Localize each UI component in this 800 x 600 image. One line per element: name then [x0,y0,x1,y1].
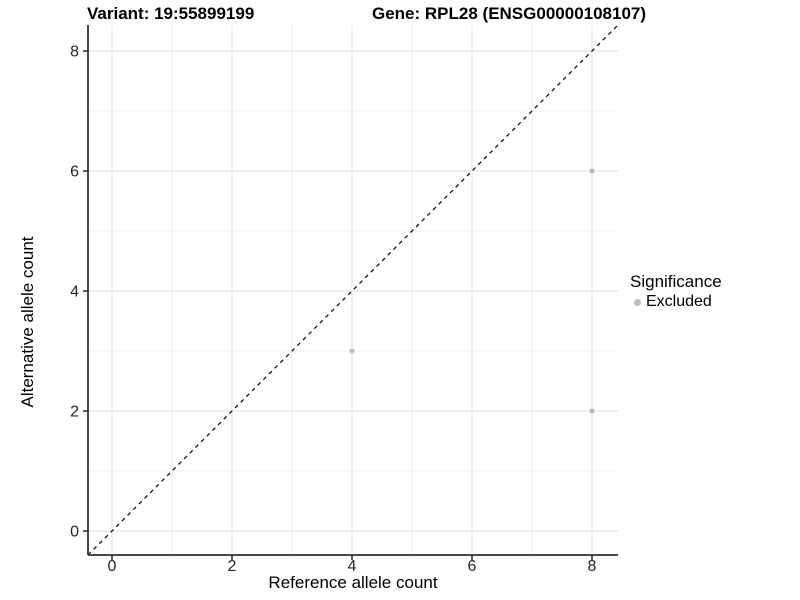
x-tick-label: 4 [348,558,357,575]
y-tick-label: 6 [70,164,79,181]
identity-line [87,24,619,556]
data-point [589,408,595,414]
x-tick-label: 0 [108,558,117,575]
data-point [349,348,355,354]
legend: Significance Excluded [630,272,722,311]
y-tick-label: 2 [70,404,79,421]
y-tick-label: 0 [70,524,79,541]
x-tick-label: 2 [228,558,237,575]
y-tick-label: 4 [70,284,79,301]
y-axis-title: Alternative allele count [18,236,37,408]
plot-title-gene: Gene: RPL28 (ENSG00000108107) [372,4,647,23]
y-tick-label: 8 [70,44,79,61]
excluded-point-icon [634,298,641,306]
data-point [589,168,595,174]
x-tick-label: 8 [588,558,597,575]
legend-title: Significance [630,272,722,291]
legend-item-label: Excluded [646,293,712,310]
plot-title-variant: Variant: 19:55899199 [87,4,255,23]
x-tick-label: 6 [468,558,477,575]
legend-item-excluded: Excluded [630,293,722,311]
x-axis-title: Reference allele count [268,573,438,592]
